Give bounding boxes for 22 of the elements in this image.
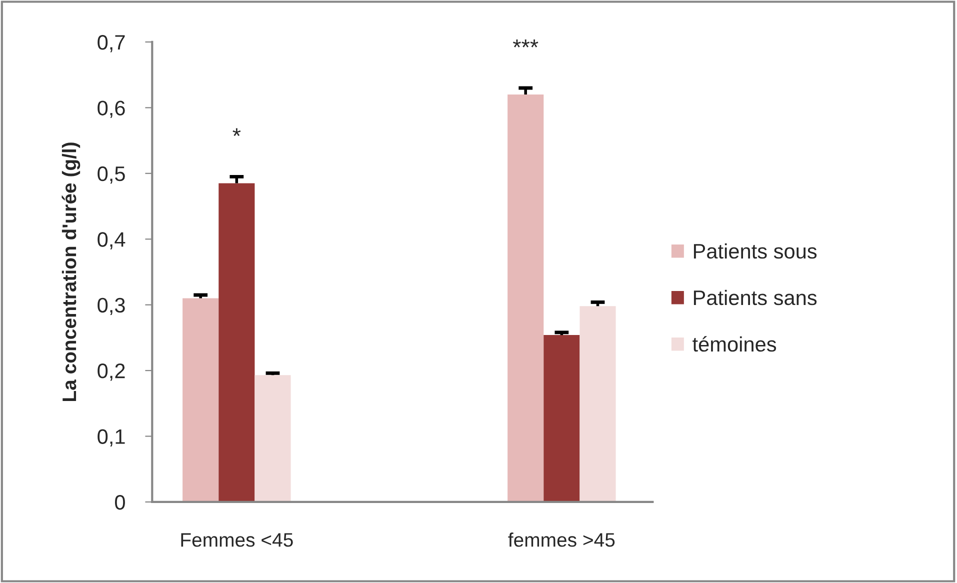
bar	[544, 335, 580, 502]
annotation: ***	[512, 40, 538, 48]
legend-label: témoines	[692, 336, 776, 352]
legend-label: Patients sans	[694, 290, 817, 306]
y-tick-label: 0,1	[98, 429, 125, 446]
bar	[218, 183, 255, 502]
y-tick-label: 0,4	[98, 232, 126, 250]
legend-label: Patients sous	[694, 243, 817, 259]
y-tick-label: 0,6	[98, 100, 125, 118]
y-tick-label: 0,3	[98, 298, 125, 316]
bar	[254, 375, 291, 502]
y-tick-label: 0,2	[98, 364, 125, 381]
x-tick-label: Femmes <45	[181, 533, 293, 547]
bar	[508, 94, 544, 502]
y-tick-label: 0,7	[98, 34, 125, 52]
bar	[182, 298, 219, 502]
annotation: *	[232, 128, 241, 136]
y-tick-label: 0	[115, 494, 125, 510]
y-axis-title: La concentration d'urée (g/l)	[62, 142, 80, 401]
y-tick-label: 0,5	[98, 166, 125, 184]
x-tick-label: femmes >45	[508, 532, 615, 547]
bar	[580, 306, 616, 502]
